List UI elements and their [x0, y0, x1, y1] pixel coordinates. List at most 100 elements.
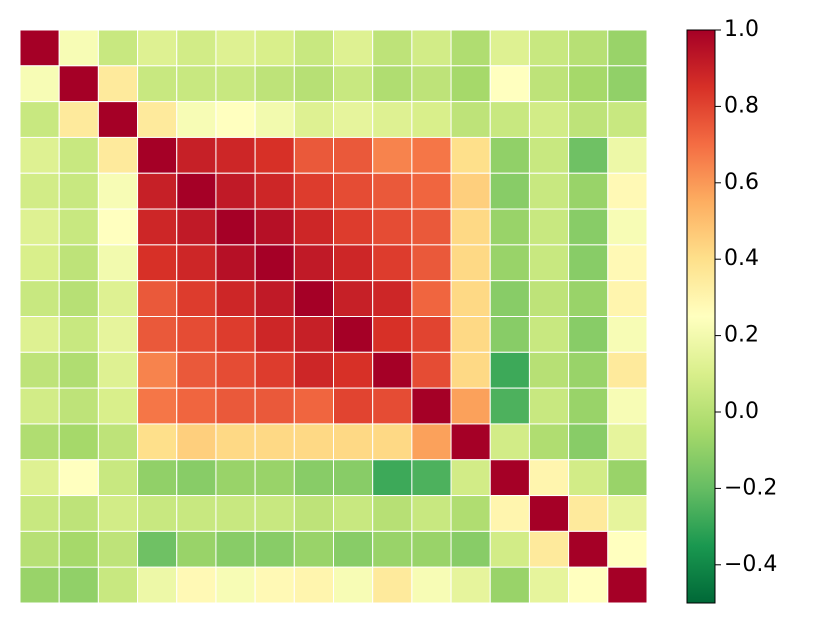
heatmap-cell — [293, 351, 334, 389]
heatmap-cell — [19, 29, 60, 67]
colorbar-tick-label: 0.0 — [724, 399, 759, 424]
heatmap-cell — [293, 495, 334, 532]
heatmap-cell — [97, 423, 139, 461]
heatmap-cell — [528, 101, 570, 138]
heatmap-cell — [176, 459, 217, 497]
heatmap-cell — [19, 65, 60, 103]
heatmap-cell — [97, 244, 139, 282]
heatmap-cell — [254, 351, 295, 389]
heatmap-cell — [97, 65, 139, 103]
heatmap-cell — [607, 65, 648, 103]
heatmap-cell — [372, 136, 413, 174]
heatmap-cell — [137, 316, 178, 353]
heatmap-cell — [411, 423, 452, 461]
heatmap-cell — [450, 566, 491, 604]
heatmap-cell — [58, 280, 99, 317]
heatmap-cell — [489, 530, 530, 568]
heatmap-cell — [333, 387, 374, 425]
heatmap-cell — [97, 495, 139, 532]
heatmap-cell — [97, 29, 139, 67]
heatmap-cell — [450, 495, 491, 532]
heatmap-cell — [411, 101, 452, 138]
heatmap-cell — [372, 387, 413, 425]
heatmap-cell — [568, 101, 609, 138]
heatmap-cell — [568, 387, 609, 425]
heatmap-cell — [293, 459, 334, 497]
heatmap-cell — [607, 101, 648, 138]
heatmap-cell — [137, 172, 178, 210]
heatmap-cell — [568, 65, 609, 103]
heatmap-cell — [254, 29, 295, 67]
heatmap-cell — [58, 530, 99, 568]
heatmap-cell — [450, 423, 491, 461]
heatmap-cell — [215, 316, 256, 353]
heatmap-cell — [450, 530, 491, 568]
heatmap-cell — [58, 459, 99, 497]
heatmap-cell — [372, 65, 413, 103]
heatmap-cell — [254, 280, 295, 317]
heatmap-cell — [58, 29, 99, 67]
heatmap-cell — [176, 65, 217, 103]
heatmap-cell — [411, 244, 452, 282]
heatmap-cell — [254, 244, 295, 282]
heatmap-cell — [528, 316, 570, 353]
heatmap-cell — [411, 316, 452, 353]
heatmap-cell — [528, 136, 570, 174]
heatmap-cell — [137, 208, 178, 246]
heatmap-cell — [176, 387, 217, 425]
heatmap-cell — [450, 316, 491, 353]
heatmap-cell — [489, 208, 530, 246]
heatmap-cell — [528, 351, 570, 389]
heatmap-cell — [58, 495, 99, 532]
heatmap-cell — [215, 423, 256, 461]
heatmap-cell — [58, 566, 99, 604]
heatmap-cell — [607, 351, 648, 389]
heatmap-cell — [568, 29, 609, 67]
heatmap-cell — [372, 423, 413, 461]
heatmap-cell — [97, 101, 139, 138]
heatmap-cell — [333, 316, 374, 353]
heatmap-cell — [97, 530, 139, 568]
heatmap-cell — [568, 459, 609, 497]
heatmap-cell — [58, 208, 99, 246]
heatmap-cell — [568, 530, 609, 568]
colorbar-tick-label: 0.4 — [724, 246, 759, 271]
heatmap-cell — [293, 101, 334, 138]
heatmap-cell — [528, 387, 570, 425]
heatmap-cell — [568, 351, 609, 389]
colorbar-tick-label: 0.8 — [724, 93, 759, 118]
heatmap-cell — [19, 459, 60, 497]
heatmap-cell — [97, 172, 139, 210]
heatmap-cell — [97, 136, 139, 174]
heatmap-cell — [450, 280, 491, 317]
heatmap-cell — [97, 566, 139, 604]
heatmap-cell — [176, 101, 217, 138]
heatmap-cell — [97, 387, 139, 425]
heatmap-cell — [215, 65, 256, 103]
heatmap-cell — [450, 459, 491, 497]
heatmap-cell — [254, 423, 295, 461]
heatmap-cell — [97, 280, 139, 317]
heatmap-cell — [97, 316, 139, 353]
heatmap-cell — [528, 530, 570, 568]
heatmap-cell — [254, 316, 295, 353]
heatmap-cell — [528, 495, 570, 532]
heatmap-cell — [333, 530, 374, 568]
heatmap-cell — [607, 530, 648, 568]
heatmap-cell — [372, 208, 413, 246]
heatmap-cell — [450, 387, 491, 425]
heatmap-cell — [607, 136, 648, 174]
heatmap-cell — [293, 65, 334, 103]
colorbar-tick-label: 0.6 — [724, 170, 759, 195]
heatmap-cell — [489, 136, 530, 174]
heatmap-cell — [19, 387, 60, 425]
heatmap-cell — [176, 316, 217, 353]
heatmap-cell — [607, 495, 648, 532]
heatmap-cell — [528, 459, 570, 497]
heatmap-cell — [489, 387, 530, 425]
heatmap-cell — [176, 530, 217, 568]
heatmap-cell — [607, 29, 648, 67]
heatmap-cell — [215, 101, 256, 138]
heatmap-cell — [176, 280, 217, 317]
